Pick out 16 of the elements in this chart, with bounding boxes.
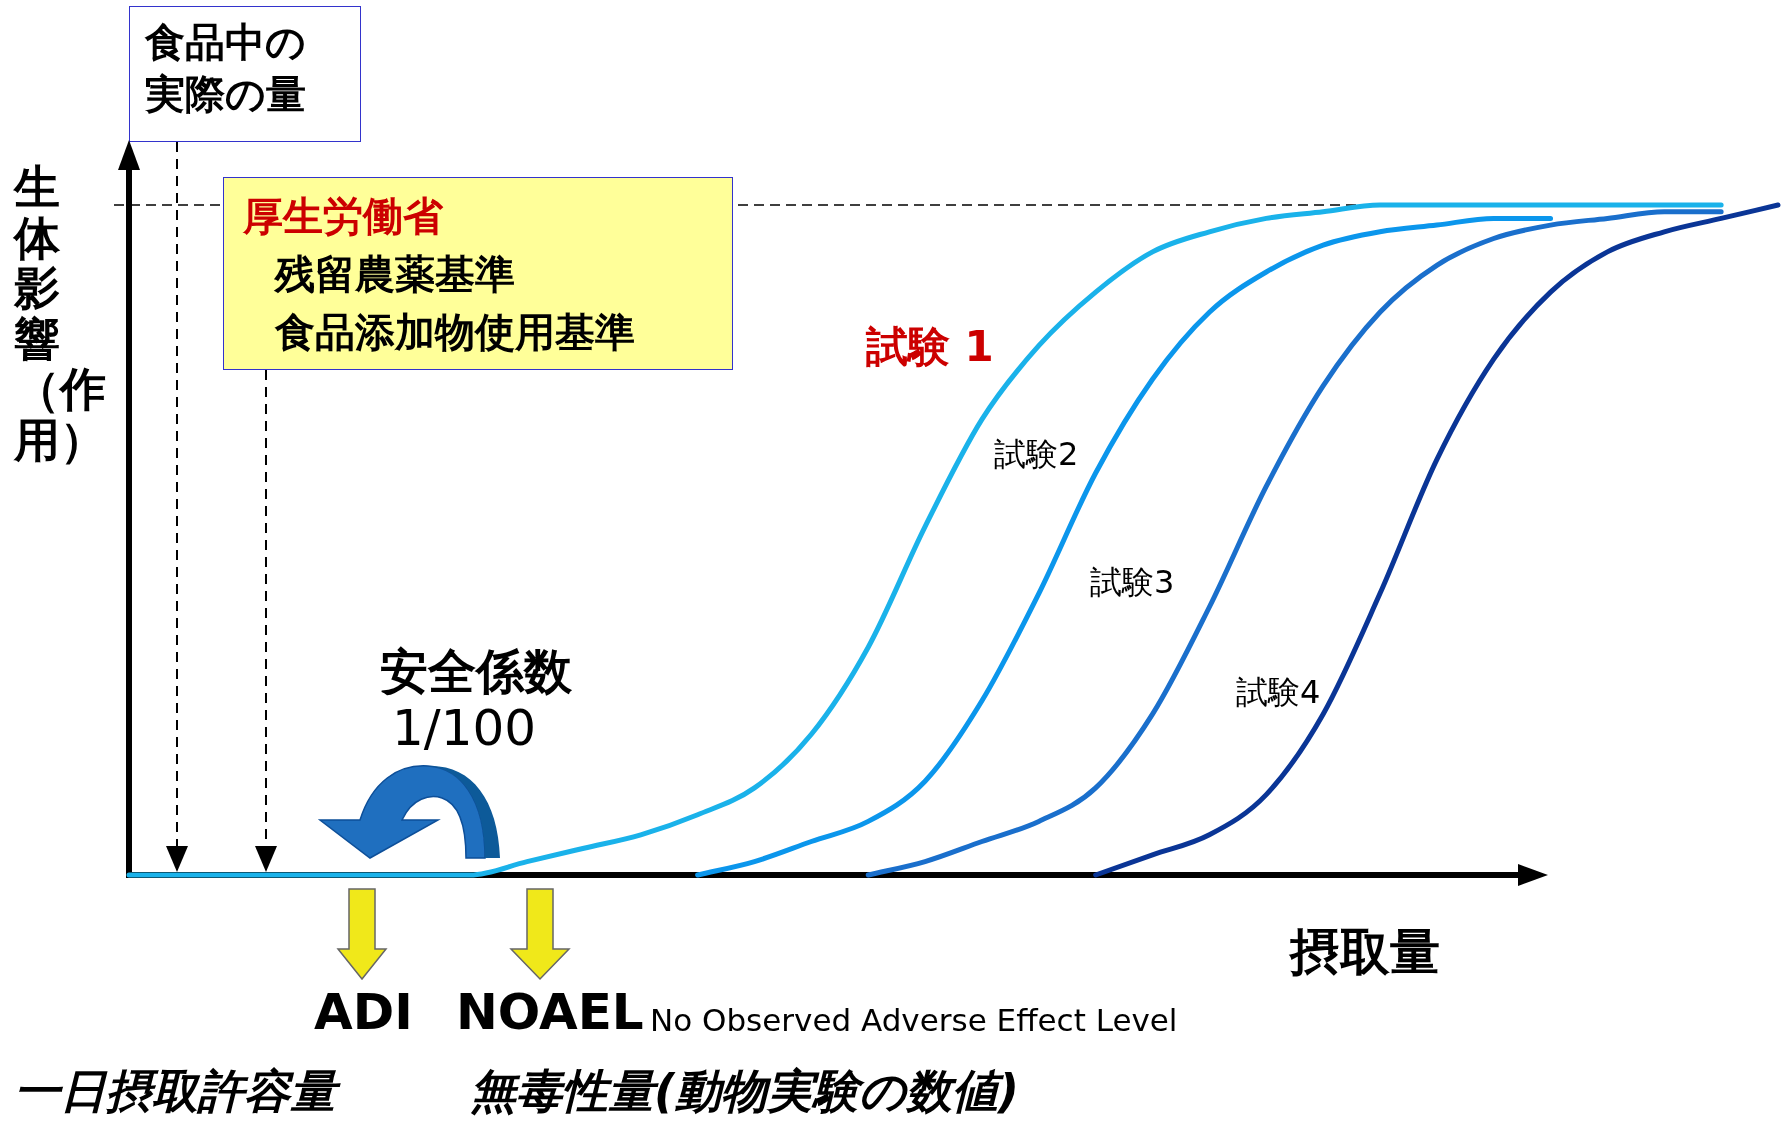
y-axis-title: 生体影響（作用） — [14, 160, 106, 467]
text: ADI — [314, 982, 413, 1043]
annotation: 食品添加物使用基準 — [275, 308, 635, 357]
series-label: 試験 1 — [866, 321, 994, 373]
annotation: 安全係数 — [380, 642, 572, 701]
annotation: 厚生労働省 — [243, 192, 443, 241]
series-label: 試験4 — [1236, 672, 1321, 713]
text: 無毒性量(動物実験の数値) — [470, 1063, 1020, 1120]
text: 食品中の実際の量 — [145, 18, 307, 119]
text: No Observed Adverse Effect Level — [650, 1001, 1178, 1040]
x-axis-title: 摂取量 — [1290, 922, 1440, 983]
series-label: 試験3 — [1090, 562, 1175, 603]
annotation: 残留農薬基準 — [275, 250, 515, 299]
annotation: 1/100 — [392, 698, 537, 759]
text: NOAEL — [456, 982, 644, 1043]
series-label: 試験2 — [994, 434, 1079, 475]
